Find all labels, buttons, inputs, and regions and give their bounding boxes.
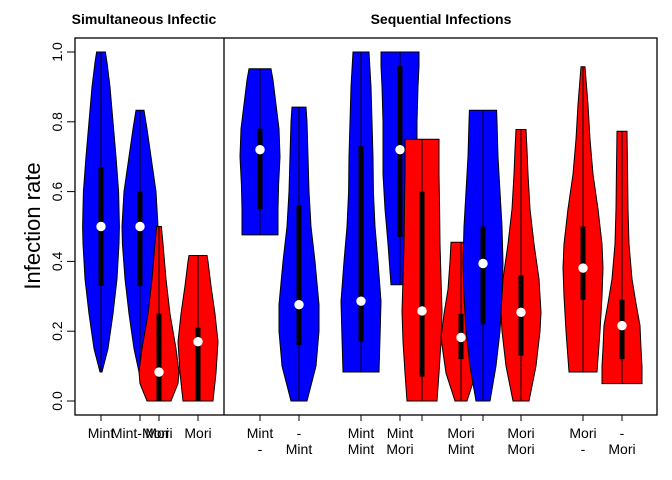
violin-median-point — [578, 263, 588, 273]
violin-median-point — [516, 307, 526, 318]
x-tick-label-line2: Mori — [386, 441, 413, 457]
y-tick-label: 1.0 — [49, 42, 65, 62]
x-tick-label-line2: - — [581, 441, 586, 457]
violin: Mori- — [562, 66, 604, 457]
panel-2: Sequential InfectionsMint--MintMintMintM… — [239, 11, 643, 457]
violin-median-point — [417, 306, 427, 316]
x-tick-label-line2: Mint — [348, 441, 375, 457]
violin: Mint- — [239, 68, 281, 457]
violin-median-point — [478, 258, 488, 269]
violin — [401, 138, 443, 421]
panel-title: Sequential Infections — [371, 11, 512, 27]
x-tick-label-line2: Mint — [286, 441, 313, 457]
x-tick-label: Mori — [569, 425, 596, 441]
y-tick-label: 0.6 — [49, 182, 65, 202]
x-tick-label: - — [620, 425, 625, 441]
violin-median-point — [617, 320, 627, 331]
violin-median-point — [356, 296, 366, 306]
x-tick-label: Mori — [507, 425, 534, 441]
violin: Mint — [82, 51, 120, 441]
panel-title: Simultaneous Infectic — [72, 11, 217, 27]
x-tick-label-line2: - — [258, 441, 263, 457]
violin-median-point — [395, 145, 405, 155]
y-tick-label: 0.8 — [49, 112, 65, 132]
y-tick-label: 0.0 — [49, 391, 65, 411]
violin-median-point — [154, 367, 164, 377]
violin: -Mori — [601, 130, 643, 457]
x-tick-label: Mori — [184, 425, 211, 441]
y-tick-label: 0.2 — [49, 321, 65, 341]
x-tick-label: Mori — [145, 425, 172, 441]
violin — [462, 109, 504, 421]
violin: Mori — [177, 255, 219, 441]
violin-median-point — [456, 332, 466, 343]
x-tick-label: Mint — [348, 425, 375, 441]
violin-median-point — [255, 145, 265, 155]
violin-median-point — [193, 336, 203, 347]
x-tick-label: Mint — [387, 425, 414, 441]
x-tick-label: Mint-Mori — [111, 425, 169, 441]
x-tick-label-line2: Mori — [608, 441, 635, 457]
violin-median-point — [294, 299, 304, 310]
x-tick-label: Mint — [88, 425, 115, 441]
x-tick-label: Mint — [247, 425, 274, 441]
violin-median-point — [135, 221, 145, 232]
y-tick-label: 0.4 — [49, 251, 65, 271]
x-tick-label: Mori — [447, 425, 474, 441]
violin: Mori — [138, 226, 180, 441]
y-axis: 0.0 0.2 0.4 0.6 0.8 1.0 — [49, 42, 76, 411]
violin: -Mint — [278, 106, 320, 457]
x-tick-label-line2: Mori — [507, 441, 534, 457]
y-axis-label: Infection rate — [20, 162, 45, 289]
x-tick-label: - — [297, 425, 302, 441]
violin-median-point — [96, 221, 106, 232]
x-tick-label-line2: Mint — [448, 441, 475, 457]
